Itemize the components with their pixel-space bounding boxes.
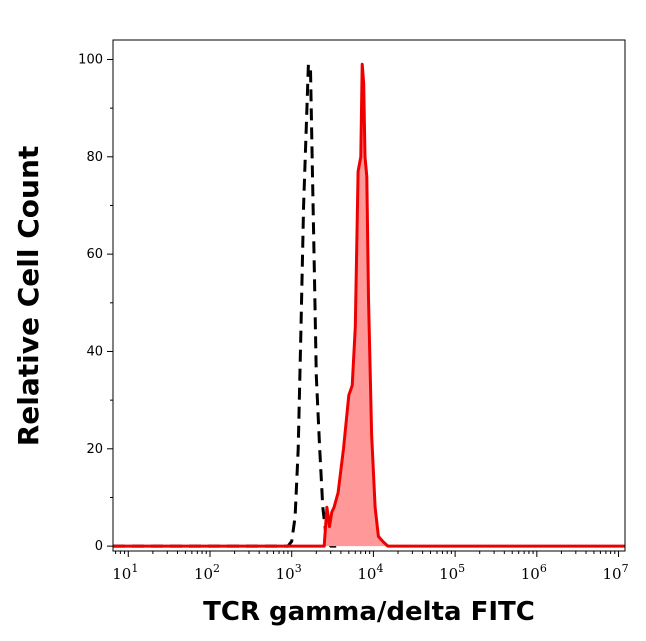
x-tick-label: 103 <box>276 562 302 583</box>
x-tick-label: 102 <box>194 562 220 583</box>
y-axis-title: Relative Cell Count <box>12 146 45 447</box>
y-tick-label: 40 <box>86 344 103 359</box>
y-tick-label: 20 <box>86 442 103 457</box>
x-axis-title: TCR gamma/delta FITC <box>203 597 535 627</box>
x-tick-label: 107 <box>602 562 628 583</box>
y-tick-label: 60 <box>86 247 103 262</box>
histogram-line-1 <box>113 62 337 548</box>
histogram-fill-2 <box>113 64 625 547</box>
x-tick-label: 105 <box>439 562 465 583</box>
y-tick-label: 100 <box>78 52 103 67</box>
histogram-line-2 <box>113 62 625 548</box>
x-tick-label: 101 <box>112 562 138 583</box>
y-tick-label: 0 <box>95 539 103 554</box>
y-tick-label: 80 <box>86 150 103 165</box>
x-tick-label: 106 <box>521 562 547 583</box>
plot-frame <box>112 39 626 552</box>
x-tick-label: 104 <box>357 562 383 583</box>
